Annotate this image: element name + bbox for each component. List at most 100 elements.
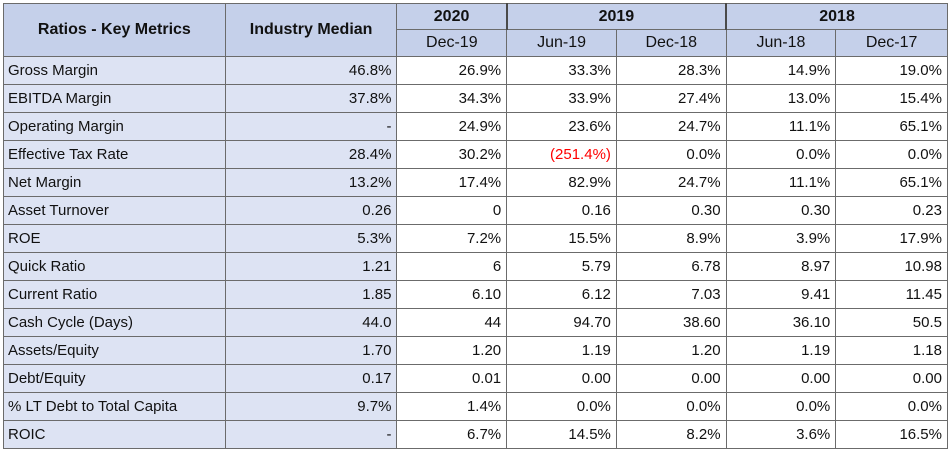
- metric-value: 30.2%: [396, 140, 508, 169]
- metric-value: 17.4%: [396, 168, 508, 197]
- metric-value: 0.0%: [835, 392, 948, 421]
- metric-value: 34.3%: [396, 84, 508, 113]
- metric-value: 7.2%: [396, 224, 508, 253]
- metric-value: 6.10: [396, 280, 508, 309]
- ratios-table: Ratios - Key Metrics Industry Median 202…: [3, 3, 948, 449]
- metric-value: 14.5%: [506, 420, 617, 449]
- industry-median-value: 13.2%: [224, 168, 398, 197]
- metric-value: 38.60: [615, 308, 727, 337]
- metric-value: 0.00: [506, 364, 617, 393]
- industry-median-value: 1.85: [224, 280, 398, 309]
- industry-median-value: -: [224, 420, 398, 449]
- metric-value: 0.0%: [835, 140, 948, 169]
- metric-value: 15.5%: [506, 224, 617, 253]
- industry-median-value: 0.17: [224, 364, 398, 393]
- metric-value: 44: [396, 308, 508, 337]
- metric-value: 0: [396, 196, 508, 225]
- metric-value: 0.0%: [615, 392, 727, 421]
- metric-value: 24.7%: [615, 168, 727, 197]
- metric-label: Operating Margin: [3, 112, 226, 141]
- metric-label: Net Margin: [3, 168, 226, 197]
- industry-median-column-header: Industry Median: [224, 3, 398, 57]
- industry-median-value: 37.8%: [224, 84, 398, 113]
- metric-value: 3.9%: [725, 224, 837, 253]
- metric-value: 0.30: [615, 196, 727, 225]
- metric-value: 14.9%: [725, 56, 837, 85]
- metric-value: 6.7%: [396, 420, 508, 449]
- year-header-2020: 2020: [396, 3, 508, 30]
- metric-value: 0.00: [615, 364, 727, 393]
- industry-median-value: 9.7%: [224, 392, 398, 421]
- industry-median-value: 44.0: [224, 308, 398, 337]
- metric-value: 65.1%: [835, 168, 948, 197]
- metric-value: 24.7%: [615, 112, 727, 141]
- metric-value: 0.23: [835, 196, 948, 225]
- period-header: Jun-19: [506, 29, 617, 57]
- metric-value: 0.00: [835, 364, 948, 393]
- metric-value: 6.78: [615, 252, 727, 281]
- metric-value: 33.3%: [506, 56, 617, 85]
- metric-label: ROE: [3, 224, 226, 253]
- metric-value: 0.00: [725, 364, 837, 393]
- metric-value: 10.98: [835, 252, 948, 281]
- metric-label: Debt/Equity: [3, 364, 226, 393]
- period-header: Jun-18: [725, 29, 837, 57]
- metric-value: 11.45: [835, 280, 948, 309]
- metric-label: EBITDA Margin: [3, 84, 226, 113]
- year-header-2018: 2018: [725, 3, 948, 30]
- ratios-table-body: Gross Margin 46.8% 26.9% 33.3% 28.3% 14.9% 19.…: [3, 56, 948, 449]
- table-row: Quick Ratio 1.21 6 5.79 6.78 8.97 10.98: [3, 252, 948, 281]
- metric-label: Current Ratio: [3, 280, 226, 309]
- metric-value: 27.4%: [615, 84, 727, 113]
- metric-label: Effective Tax Rate: [3, 140, 226, 169]
- metric-value: 5.79: [506, 252, 617, 281]
- industry-median-value: 46.8%: [224, 56, 398, 85]
- metric-value: 11.1%: [725, 112, 837, 141]
- industry-median-value: -: [224, 112, 398, 141]
- metric-value: 65.1%: [835, 112, 948, 141]
- table-row: Operating Margin -24.9% 23.6% 24.7% 11.1% 65.…: [3, 112, 948, 141]
- metric-value: 17.9%: [835, 224, 948, 253]
- table-row: Asset Turnover 0.26 0 0.16 0.30 0.30 0.23: [3, 196, 948, 225]
- metric-value: 8.2%: [615, 420, 727, 449]
- metric-value: 8.97: [725, 252, 837, 281]
- metric-value: 1.19: [506, 336, 617, 365]
- metric-value: 36.10: [725, 308, 837, 337]
- period-header: Dec-18: [615, 29, 727, 57]
- metric-label: Gross Margin: [3, 56, 226, 85]
- metric-value: 33.9%: [506, 84, 617, 113]
- metric-value: 23.6%: [506, 112, 617, 141]
- metric-value: 0.0%: [725, 392, 837, 421]
- metric-value: 1.20: [396, 336, 508, 365]
- period-header: Dec-17: [835, 29, 948, 57]
- table-row: ROIC -6.7% 14.5% 8.2% 3.6% 16.5%: [3, 420, 948, 449]
- table-row: Current Ratio 1.85 6.10 6.12 7.03 9.41 11.45: [3, 280, 948, 309]
- table-row: Debt/Equity 0.17 0.01 0.00 0.00 0.00 0.00: [3, 364, 948, 393]
- metric-value: 13.0%: [725, 84, 837, 113]
- metric-value: 0.0%: [725, 140, 837, 169]
- metric-value: 1.20: [615, 336, 727, 365]
- industry-median-value: 28.4%: [224, 140, 398, 169]
- metric-value: 0.0%: [615, 140, 727, 169]
- metric-value: 24.9%: [396, 112, 508, 141]
- metric-value: 19.0%: [835, 56, 948, 85]
- table-row: Cash Cycle (Days) 44.0 44 94.70 38.60 36.10 50…: [3, 308, 948, 337]
- metric-value: 15.4%: [835, 84, 948, 113]
- year-header-2019: 2019: [506, 3, 728, 30]
- metric-value: 6.12: [506, 280, 617, 309]
- metric-value: 0.16: [506, 196, 617, 225]
- metric-value: 28.3%: [615, 56, 727, 85]
- metric-value: 3.6%: [725, 420, 837, 449]
- metric-value: 11.1%: [725, 168, 837, 197]
- metric-value: 94.70: [506, 308, 617, 337]
- metric-label: Assets/Equity: [3, 336, 226, 365]
- metric-value: 1.4%: [396, 392, 508, 421]
- metric-value: 7.03: [615, 280, 727, 309]
- metric-label: Quick Ratio: [3, 252, 226, 281]
- metric-value: 1.18: [835, 336, 948, 365]
- table-row: EBITDA Margin 37.8% 34.3% 33.9% 27.4% 13.0% 15…: [3, 84, 948, 113]
- metric-value: 50.5: [835, 308, 948, 337]
- metric-label: Asset Turnover: [3, 196, 226, 225]
- metric-value: 26.9%: [396, 56, 508, 85]
- table-row: Effective Tax Rate 28.4% 30.2% (251.4%) 0.0%…: [3, 140, 948, 169]
